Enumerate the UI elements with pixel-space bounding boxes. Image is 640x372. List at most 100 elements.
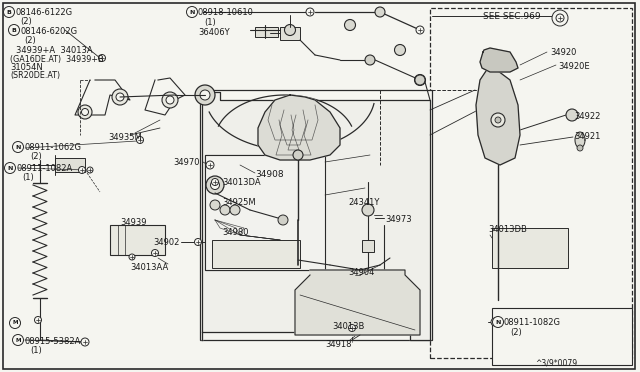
Text: 34970: 34970 <box>173 158 200 167</box>
Bar <box>205 155 325 270</box>
Text: 08911-1082A: 08911-1082A <box>16 164 72 173</box>
Text: 08918-10610: 08918-10610 <box>198 8 254 17</box>
Bar <box>362 240 374 252</box>
Circle shape <box>12 319 20 327</box>
Text: (1): (1) <box>30 346 42 355</box>
Text: N: N <box>495 320 500 324</box>
Text: 08146-6122G: 08146-6122G <box>15 8 72 17</box>
Circle shape <box>81 338 89 346</box>
Circle shape <box>3 6 15 17</box>
Bar <box>212 240 300 268</box>
Text: N: N <box>7 166 13 170</box>
Text: 34918: 34918 <box>325 340 351 349</box>
Circle shape <box>81 109 88 115</box>
Text: B: B <box>6 10 12 15</box>
Text: N: N <box>189 10 195 15</box>
Text: M: M <box>15 337 20 343</box>
Circle shape <box>278 215 288 225</box>
Text: 24341Y: 24341Y <box>348 198 380 207</box>
Text: (2): (2) <box>510 328 522 337</box>
Text: 31054N: 31054N <box>10 63 43 72</box>
Text: 34935M: 34935M <box>108 133 141 142</box>
Text: M: M <box>12 321 18 326</box>
Circle shape <box>116 93 124 101</box>
Circle shape <box>220 205 230 215</box>
Circle shape <box>6 8 14 16</box>
Text: 34922: 34922 <box>574 112 600 121</box>
Text: (1): (1) <box>22 173 34 182</box>
Circle shape <box>87 167 93 173</box>
Circle shape <box>415 75 425 85</box>
Text: SEE SEC.969: SEE SEC.969 <box>483 12 541 21</box>
Circle shape <box>577 145 583 151</box>
Text: 08146-6202G: 08146-6202G <box>20 27 77 36</box>
Polygon shape <box>202 92 430 340</box>
Text: 34925M: 34925M <box>222 198 255 207</box>
Text: 34902: 34902 <box>154 238 180 247</box>
Text: 34013B: 34013B <box>332 322 364 331</box>
Text: ^3/9*0079: ^3/9*0079 <box>535 358 577 367</box>
Bar <box>255 27 278 37</box>
Text: (1): (1) <box>204 18 216 27</box>
Circle shape <box>10 317 20 328</box>
Text: 34980: 34980 <box>222 228 248 237</box>
Text: 36406Y: 36406Y <box>198 28 230 37</box>
Circle shape <box>35 317 42 324</box>
Text: 34908: 34908 <box>255 170 284 179</box>
Circle shape <box>394 45 406 55</box>
Circle shape <box>362 204 374 216</box>
Text: (SR20DE.AT): (SR20DE.AT) <box>10 71 60 80</box>
Circle shape <box>129 254 135 260</box>
Circle shape <box>306 8 314 16</box>
Circle shape <box>4 163 15 173</box>
Circle shape <box>11 26 19 34</box>
Bar <box>200 90 432 340</box>
Text: 34939+A  34013A: 34939+A 34013A <box>16 46 93 55</box>
Bar <box>55 158 85 172</box>
Bar <box>110 225 165 255</box>
Circle shape <box>211 179 218 186</box>
Circle shape <box>206 161 214 169</box>
Circle shape <box>78 105 92 119</box>
Text: (2): (2) <box>20 17 32 26</box>
Circle shape <box>552 10 568 26</box>
Text: (2): (2) <box>30 152 42 161</box>
Circle shape <box>13 334 24 346</box>
Circle shape <box>186 6 198 17</box>
Text: 34921: 34921 <box>574 132 600 141</box>
Text: 34920E: 34920E <box>558 62 589 71</box>
Polygon shape <box>258 95 340 160</box>
Text: 34904: 34904 <box>348 268 374 277</box>
Text: (2): (2) <box>24 36 36 45</box>
Circle shape <box>365 55 375 65</box>
Bar <box>492 228 568 268</box>
Bar <box>205 155 320 270</box>
Circle shape <box>211 180 220 189</box>
Bar <box>280 27 300 40</box>
Circle shape <box>162 92 178 108</box>
Polygon shape <box>575 132 585 148</box>
Circle shape <box>285 25 296 35</box>
Polygon shape <box>295 270 420 335</box>
Text: 08911-1062G: 08911-1062G <box>24 143 81 152</box>
Circle shape <box>495 117 501 123</box>
Circle shape <box>230 205 240 215</box>
Circle shape <box>79 167 86 173</box>
Circle shape <box>152 250 159 257</box>
Circle shape <box>493 317 504 327</box>
Circle shape <box>99 55 106 61</box>
Circle shape <box>349 324 355 331</box>
Circle shape <box>112 89 128 105</box>
Text: 08915-5382A: 08915-5382A <box>24 337 81 346</box>
Circle shape <box>13 141 24 153</box>
Text: N: N <box>15 144 20 150</box>
Bar <box>492 308 632 365</box>
Circle shape <box>210 200 220 210</box>
Circle shape <box>491 113 505 127</box>
Circle shape <box>8 25 19 35</box>
Text: 34973: 34973 <box>385 215 412 224</box>
Circle shape <box>206 176 224 194</box>
Circle shape <box>344 19 355 31</box>
Text: 34920: 34920 <box>550 48 577 57</box>
Circle shape <box>200 90 210 100</box>
